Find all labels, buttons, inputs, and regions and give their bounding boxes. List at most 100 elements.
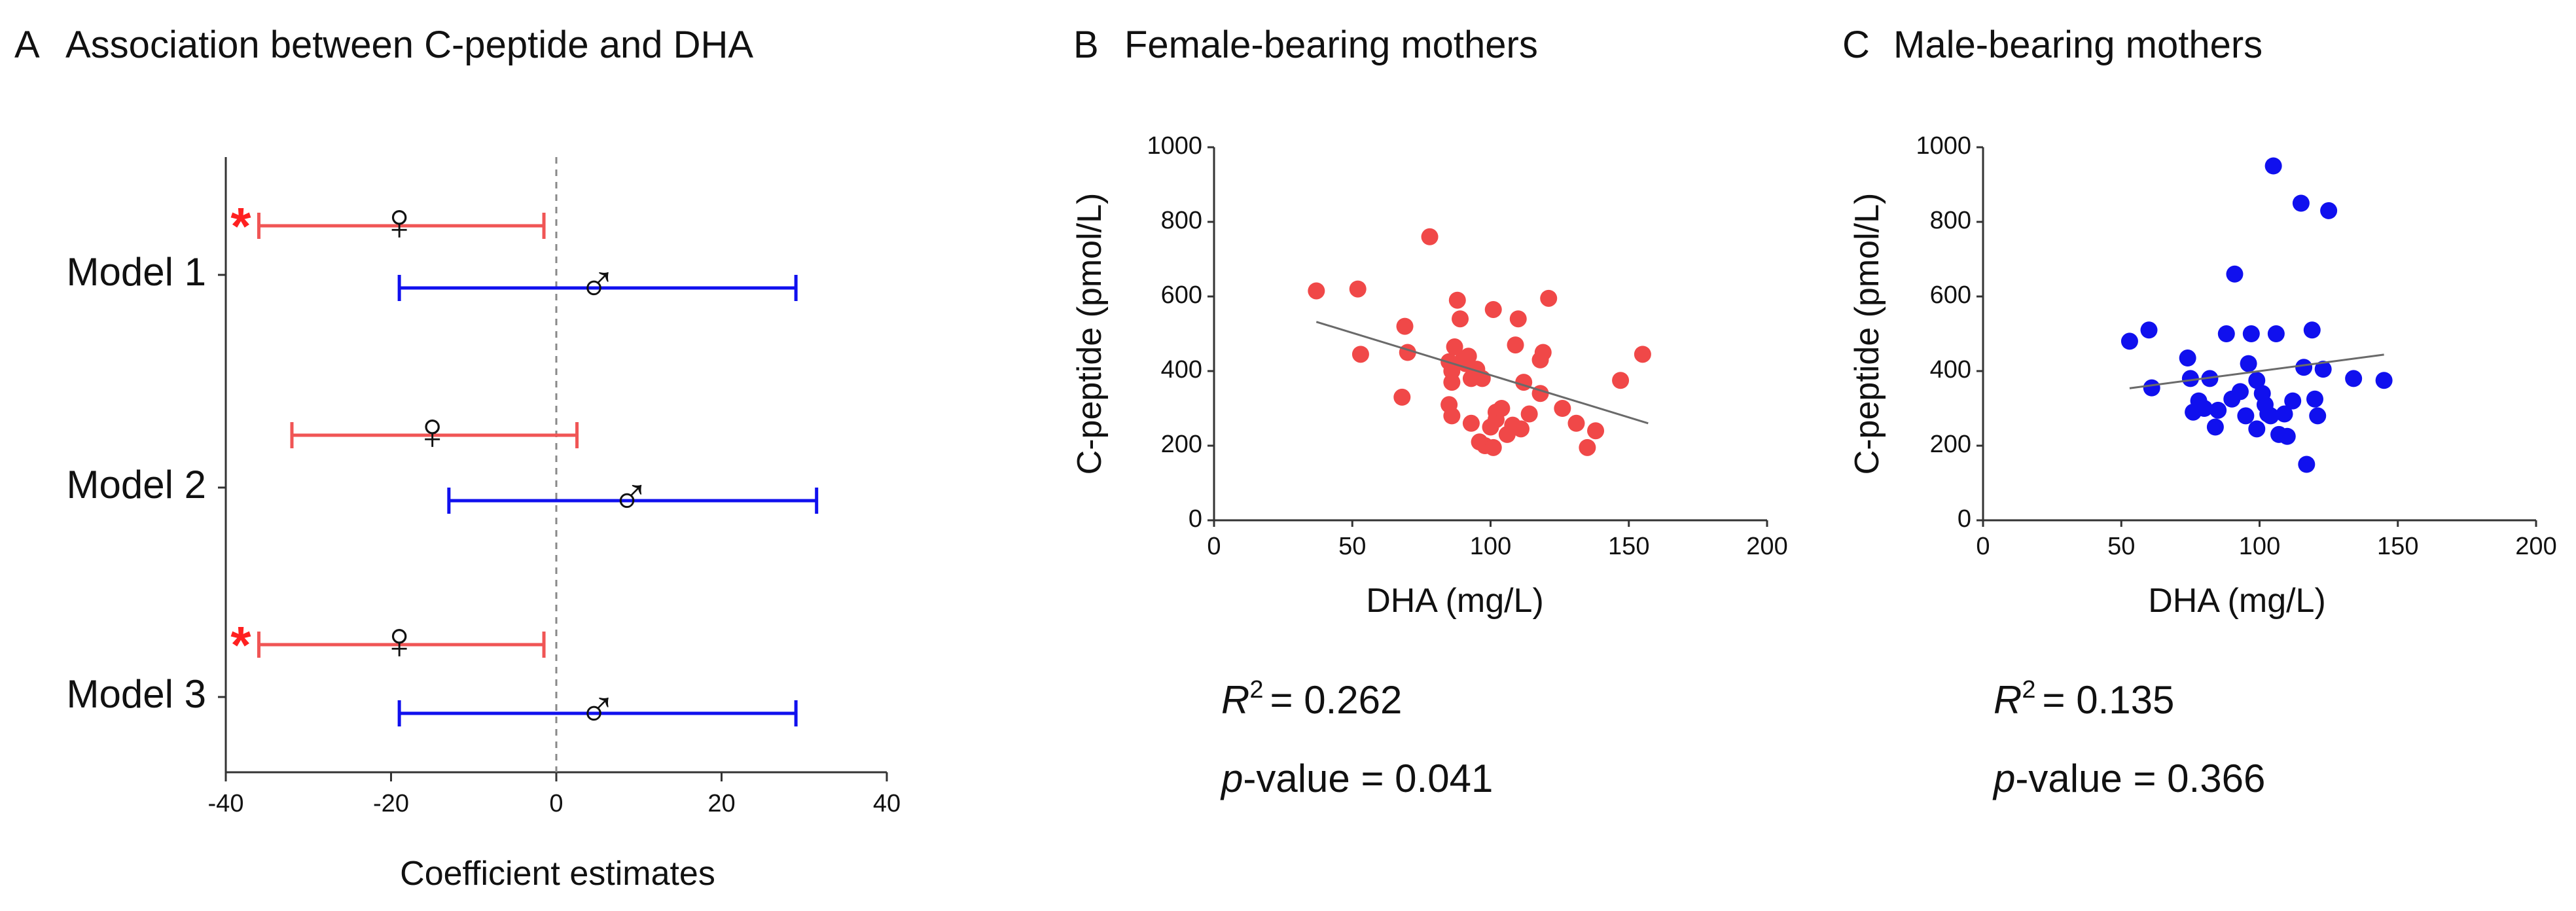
panel-c-data-point (2140, 321, 2158, 339)
panel-b-xtick-label: 150 (1608, 533, 1649, 560)
panel-c-r2-exponent: 2 (2022, 676, 2035, 704)
panel-c-points (2120, 157, 2393, 473)
model-2-male-interval: ♂ (447, 467, 819, 526)
panel-b-data-point (1349, 280, 1367, 298)
panel-c-data-point (2240, 355, 2257, 372)
panel-b-data-point (1308, 282, 1325, 300)
panel-c-data-point (2278, 427, 2296, 445)
panel-c-ytick-label: 600 (1930, 281, 1971, 309)
panel-c-xtick-label: 200 (2515, 533, 2556, 560)
panel-c-pvalue: p-value = 0.366 (1992, 757, 2265, 800)
model-1-female-interval: ♀* (230, 192, 546, 255)
panel-a-intervals: ♀*♂♀♂♀*♂ (230, 192, 819, 738)
panel-c-data-point (2375, 372, 2393, 389)
panel-b-data-point (1540, 289, 1558, 307)
panel-b-r2-exponent: 2 (1249, 676, 1263, 704)
panel-c-data-point (2237, 407, 2255, 425)
panel-c-data-point (2248, 420, 2266, 438)
panel-c-axes: 0 200 400 600 800 1000 0 50 100 150 200 (1916, 132, 2556, 560)
panel-b-data-point (1396, 317, 1414, 335)
panel-b-data-point (1421, 228, 1439, 245)
panel-b-data-point (1520, 405, 1538, 423)
panel-b-xtick-label: 50 (1338, 533, 1366, 560)
panel-b-xtick-label: 200 (1746, 533, 1787, 560)
panel-b-ytick-label: 600 (1161, 281, 1202, 309)
panel-a-x-ticks: -40 -20 0 20 40 (208, 772, 901, 817)
panel-c-data-point (2267, 325, 2285, 342)
panel-b-points (1308, 228, 1651, 456)
panel-b-data-point (1612, 372, 1630, 389)
significance-star: * (230, 197, 251, 255)
male-symbol: ♂ (578, 680, 617, 738)
panel-b-r2-symbol: R (1221, 678, 1249, 722)
panel-c-data-point (2276, 405, 2293, 423)
panel-b-data-point (1507, 336, 1524, 354)
panel-c-y-axis-label: C-peptide (pmol/L) (1848, 193, 1886, 475)
panel-c-data-point (2231, 383, 2249, 401)
panel-c-r2: R2 = 0.135 (1994, 676, 2174, 722)
panel-c-data-point (2264, 157, 2282, 175)
female-symbol: ♀ (380, 611, 419, 670)
panel-b-xtick-label: 100 (1470, 533, 1511, 560)
female-symbol: ♀ (380, 192, 419, 251)
panel-c-ytick-label: 1000 (1916, 132, 1971, 160)
panel-b-x-axis-label: DHA (mg/L) (1366, 582, 1544, 620)
panel-c-x-axis-label: DHA (mg/L) (2148, 582, 2326, 620)
panel-c-data-point (2242, 325, 2260, 342)
panel-b-data-point (1452, 310, 1469, 328)
panel-a-y-tick-marks (218, 274, 226, 698)
panel-b-data-point (1443, 407, 1461, 425)
panel-b-data-point (1634, 346, 1651, 363)
panel-c: C Male-bearing mothers 0 200 400 600 800 1000… (1842, 24, 2557, 800)
model-1-male-interval: ♂ (397, 255, 798, 313)
panel-a-xtick-label: 40 (873, 790, 901, 817)
panel-b-data-point (1484, 438, 1502, 456)
panel-b-data-point (1512, 420, 1530, 438)
panel-c-data-point (2248, 372, 2266, 389)
panel-c-title: Male-bearing mothers (1893, 24, 2263, 66)
panel-c-data-point (2320, 202, 2338, 219)
panel-b-data-point (1587, 422, 1605, 440)
significance-star: * (230, 616, 251, 674)
panel-b-ytick-label: 400 (1161, 356, 1202, 384)
panel-c-data-point (2284, 392, 2302, 410)
panel-c-data-point (2298, 456, 2316, 473)
panel-b-ytick-label: 1000 (1147, 132, 1202, 160)
panel-c-ytick-label: 800 (1930, 207, 1971, 234)
model-3-label: Model 3 (67, 672, 206, 716)
panel-c-r2-symbol: R (1994, 678, 2022, 722)
panel-b-data-point (1459, 348, 1477, 365)
panel-b-regression-line (1315, 321, 1649, 425)
panel-b-ytick-label: 0 (1189, 505, 1202, 533)
panel-c-xtick-label: 50 (2107, 533, 2135, 560)
panel-c-data-point (2295, 359, 2313, 376)
panel-a-xtick-label: 20 (707, 790, 735, 817)
panel-b-data-point (1443, 374, 1461, 391)
panel-b-r2-value: = 0.262 (1270, 678, 1402, 722)
panel-b-data-point (1554, 400, 1571, 417)
panel-c-xtick-label: 0 (1976, 533, 1990, 560)
panel-c-data-point (2303, 321, 2321, 339)
panel-b-data-point (1515, 374, 1533, 391)
panel-b-data-point (1448, 291, 1466, 309)
panel-b-data-point (1579, 438, 1596, 456)
panel-b-data-point (1393, 388, 1411, 406)
panel-a-xtick-label: -20 (373, 790, 409, 817)
panel-c-ytick-label: 0 (1958, 505, 1971, 533)
panel-b-ytick-label: 800 (1161, 207, 1202, 234)
panel-b-r2: R2 = 0.262 (1221, 676, 1402, 722)
panel-b-pvalue: p-value = 0.041 (1220, 757, 1493, 800)
panel-a-title: Association between C-peptide and DHA (65, 24, 753, 66)
panel-c-letter: C (1842, 24, 1870, 66)
panel-c-data-point (2120, 332, 2138, 350)
panel-c-ytick-label: 400 (1930, 356, 1971, 384)
panel-b-p-symbol: p (1220, 757, 1243, 800)
panel-c-data-point (2179, 349, 2196, 367)
panel-b-data-point (1534, 344, 1552, 361)
male-symbol: ♂ (578, 255, 617, 313)
panel-a-xtick-label: -40 (208, 790, 244, 817)
panel-c-data-point (2226, 265, 2244, 283)
panel-b-data-point (1567, 414, 1585, 432)
model-1-label: Model 1 (67, 250, 206, 294)
